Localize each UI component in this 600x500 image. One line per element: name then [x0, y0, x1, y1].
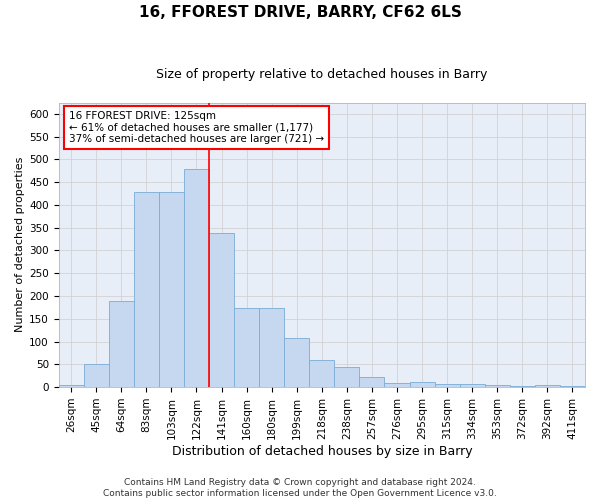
Title: Size of property relative to detached houses in Barry: Size of property relative to detached ho…	[156, 68, 488, 80]
Bar	[184, 170, 209, 387]
Bar	[134, 192, 159, 387]
Bar	[485, 386, 510, 387]
Bar	[309, 360, 334, 387]
Bar	[385, 383, 410, 387]
Bar	[359, 376, 385, 387]
Bar	[410, 382, 434, 387]
Bar	[434, 384, 460, 387]
Text: Contains HM Land Registry data © Crown copyright and database right 2024.
Contai: Contains HM Land Registry data © Crown c…	[103, 478, 497, 498]
Bar	[259, 308, 284, 387]
Bar	[109, 302, 134, 387]
Bar	[334, 366, 359, 387]
Bar	[510, 386, 535, 387]
Bar	[460, 384, 485, 387]
Bar	[234, 308, 259, 387]
Bar	[59, 385, 84, 387]
Bar	[159, 192, 184, 387]
Bar	[560, 386, 585, 387]
Text: 16, FFOREST DRIVE, BARRY, CF62 6LS: 16, FFOREST DRIVE, BARRY, CF62 6LS	[139, 5, 461, 20]
Text: 16 FFOREST DRIVE: 125sqm
← 61% of detached houses are smaller (1,177)
37% of sem: 16 FFOREST DRIVE: 125sqm ← 61% of detach…	[69, 111, 324, 144]
Bar	[84, 364, 109, 387]
X-axis label: Distribution of detached houses by size in Barry: Distribution of detached houses by size …	[172, 444, 472, 458]
Y-axis label: Number of detached properties: Number of detached properties	[15, 157, 25, 332]
Bar	[535, 385, 560, 387]
Bar	[284, 338, 309, 387]
Bar	[209, 233, 234, 387]
